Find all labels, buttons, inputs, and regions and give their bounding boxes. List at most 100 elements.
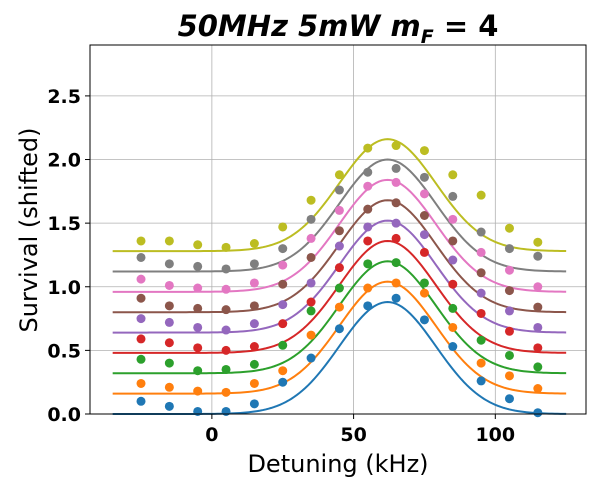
- data-point-s1: [533, 408, 543, 418]
- data-point-s9: [476, 190, 486, 200]
- data-point-s3: [193, 366, 203, 376]
- x-tick-label: 0: [205, 424, 218, 446]
- data-point-s6: [533, 302, 543, 312]
- data-point-s9: [249, 238, 259, 248]
- y-tick-label: 2.5: [47, 86, 81, 108]
- data-point-s2: [533, 384, 543, 394]
- chart-title-part: 50MHz 5mW: [178, 9, 391, 43]
- data-point-s4: [476, 308, 486, 318]
- data-point-s6: [306, 252, 316, 262]
- data-point-s8: [504, 244, 514, 254]
- data-point-s8: [193, 261, 203, 271]
- data-point-s8: [476, 227, 486, 237]
- data-point-s5: [249, 319, 259, 329]
- data-point-s7: [476, 247, 486, 257]
- data-point-s2: [136, 378, 146, 388]
- data-point-s9: [193, 240, 203, 250]
- data-point-s4: [306, 297, 316, 307]
- chart-title-part: F: [421, 26, 434, 48]
- data-point-s8: [136, 252, 146, 262]
- data-point-s5: [391, 218, 401, 228]
- data-point-s7: [391, 177, 401, 187]
- data-point-s3: [136, 354, 146, 364]
- data-point-s1: [391, 293, 401, 303]
- data-point-s5: [334, 241, 344, 251]
- fit-curve-9: [112, 138, 567, 253]
- data-point-s9: [334, 170, 344, 180]
- data-point-s8: [533, 251, 543, 261]
- data-point-s9: [419, 146, 429, 156]
- data-point-s1: [448, 342, 458, 352]
- data-point-s1: [504, 394, 514, 404]
- fit-curve-7: [112, 178, 567, 293]
- data-point-s6: [278, 279, 288, 289]
- data-point-s7: [249, 278, 259, 288]
- data-point-s8: [448, 191, 458, 201]
- data-point-s6: [249, 301, 259, 311]
- fit-curve-8: [112, 158, 567, 273]
- data-point-s5: [164, 317, 174, 327]
- data-point-s3: [249, 359, 259, 369]
- data-point-s2: [249, 378, 259, 388]
- data-point-s4: [249, 342, 259, 352]
- data-point-s1: [278, 377, 288, 387]
- data-point-s4: [448, 279, 458, 289]
- y-tick-label: 2.0: [47, 150, 81, 172]
- data-point-s5: [221, 325, 231, 335]
- data-point-s3: [334, 283, 344, 293]
- data-point-s4: [193, 343, 203, 353]
- data-point-s9: [533, 237, 543, 247]
- data-point-s2: [476, 358, 486, 368]
- data-point-s2: [391, 278, 401, 288]
- chart-title-part: m: [391, 9, 421, 43]
- data-point-s9: [221, 242, 231, 252]
- data-point-s4: [533, 343, 543, 353]
- data-point-s7: [164, 280, 174, 290]
- data-point-s1: [193, 406, 203, 416]
- data-point-s4: [504, 326, 514, 336]
- data-point-s9: [164, 236, 174, 246]
- data-point-s2: [221, 387, 231, 397]
- chart-title: 50MHz 5mW mF = 4: [178, 9, 499, 48]
- data-point-s3: [278, 340, 288, 350]
- data-points: [136, 141, 543, 418]
- data-point-s3: [221, 364, 231, 374]
- data-point-s9: [363, 143, 373, 153]
- data-point-s4: [278, 319, 288, 329]
- data-point-s6: [419, 211, 429, 221]
- data-point-s5: [136, 314, 146, 324]
- x-tick-label: 50: [340, 424, 366, 446]
- data-point-s5: [363, 222, 373, 232]
- data-point-s1: [249, 399, 259, 409]
- y-tick-label: 0.0: [47, 404, 81, 426]
- data-point-s7: [504, 265, 514, 275]
- data-point-s1: [221, 406, 231, 416]
- data-point-s6: [391, 198, 401, 208]
- data-point-s3: [391, 258, 401, 268]
- data-point-s2: [504, 371, 514, 381]
- data-point-s7: [419, 189, 429, 199]
- data-point-s9: [391, 141, 401, 151]
- data-point-s2: [448, 322, 458, 332]
- data-point-s5: [419, 230, 429, 240]
- data-point-s7: [533, 282, 543, 292]
- data-point-s9: [306, 195, 316, 205]
- data-point-s7: [278, 260, 288, 270]
- data-point-s6: [363, 204, 373, 214]
- data-point-s2: [193, 386, 203, 396]
- data-point-s4: [363, 236, 373, 246]
- data-point-s1: [363, 301, 373, 311]
- data-point-s5: [193, 322, 203, 332]
- x-axis-label: Detuning (kHz): [247, 450, 428, 478]
- data-point-s4: [419, 247, 429, 257]
- data-point-s5: [306, 278, 316, 288]
- data-point-s4: [136, 334, 146, 344]
- data-point-s4: [334, 263, 344, 273]
- data-point-s9: [278, 222, 288, 232]
- data-point-s2: [419, 288, 429, 298]
- data-point-s8: [221, 264, 231, 274]
- data-point-s1: [164, 401, 174, 411]
- y-axis-label: Survival (shifted): [15, 128, 43, 333]
- data-point-s3: [363, 259, 373, 269]
